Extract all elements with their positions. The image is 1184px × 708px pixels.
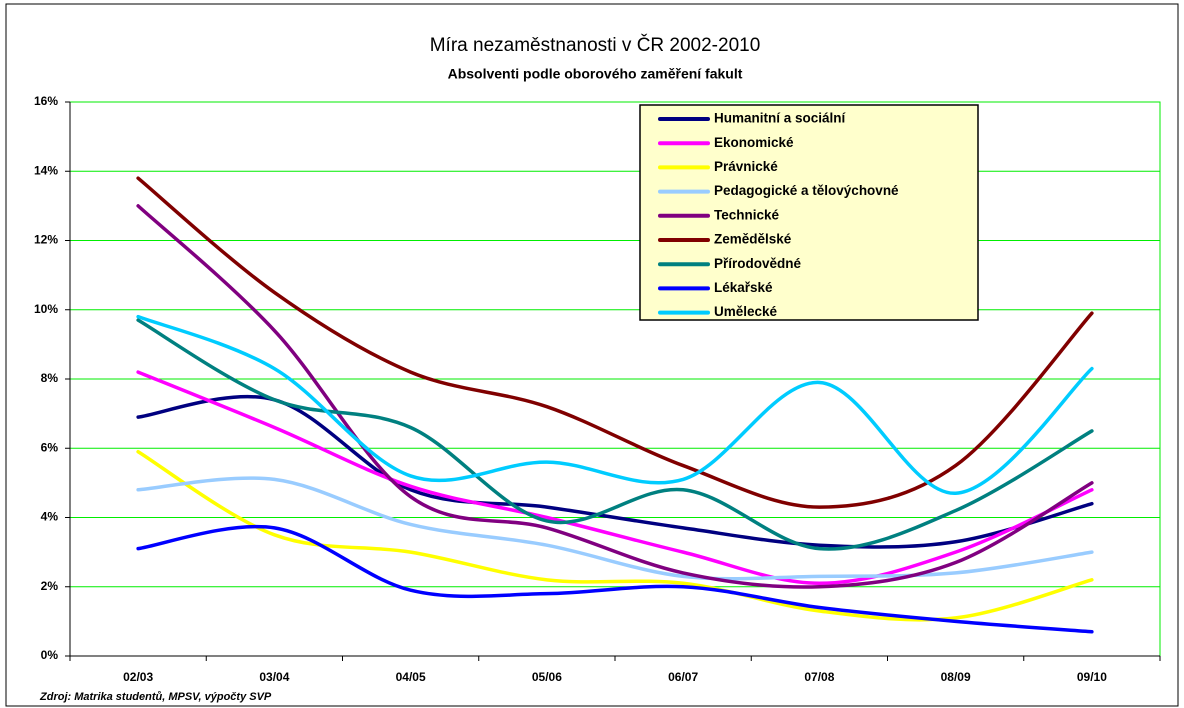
legend-label: Přírodovědné — [714, 256, 802, 271]
x-tick-label: 06/07 — [668, 670, 698, 684]
x-tick-label: 09/10 — [1077, 670, 1107, 684]
legend-box — [639, 104, 979, 321]
x-tick-label: 02/03 — [123, 670, 153, 684]
y-tick-label: 2% — [41, 579, 59, 593]
legend-label: Umělecké — [714, 304, 778, 319]
legend-label: Právnické — [714, 159, 778, 174]
series-line — [136, 370, 1094, 586]
legend-label: Technické — [714, 207, 780, 222]
y-tick-label: 0% — [41, 648, 59, 662]
legend-label: Zemědělské — [714, 232, 792, 247]
legend-label: Humanitní a sociální — [714, 111, 847, 126]
y-tick-label: 8% — [41, 371, 59, 385]
x-tick-label: 04/05 — [396, 670, 426, 684]
chart-subtitle: Absolventi podle oborového zaměření faku… — [448, 66, 743, 82]
series-line — [136, 176, 1094, 509]
y-tick-label: 10% — [34, 302, 58, 316]
chart-title: Míra nezaměstnanosti v ČR 2002-2010 — [430, 34, 761, 56]
x-tick-label: 05/06 — [532, 670, 562, 684]
y-tick-label: 14% — [34, 163, 58, 177]
legend-label: Pedagogické a tělovýchovné — [714, 183, 899, 198]
legend-label: Lékařské — [714, 280, 773, 295]
legend-label: Ekonomické — [714, 135, 794, 150]
x-tick-label: 07/08 — [804, 670, 834, 684]
series-line — [136, 318, 1094, 551]
x-tick-label: 08/09 — [941, 670, 971, 684]
y-tick-label: 16% — [34, 94, 58, 108]
y-tick-label: 6% — [41, 440, 59, 454]
source-note: Zdroj: Matrika studentů, MPSV, výpočty S… — [39, 691, 272, 703]
x-tick-label: 03/04 — [259, 670, 289, 684]
series-line — [136, 525, 1094, 634]
y-tick-label: 4% — [41, 510, 59, 524]
y-tick-label: 12% — [34, 233, 58, 247]
series-line — [136, 204, 1094, 589]
series-line — [136, 314, 1094, 496]
series-line — [136, 476, 1094, 581]
